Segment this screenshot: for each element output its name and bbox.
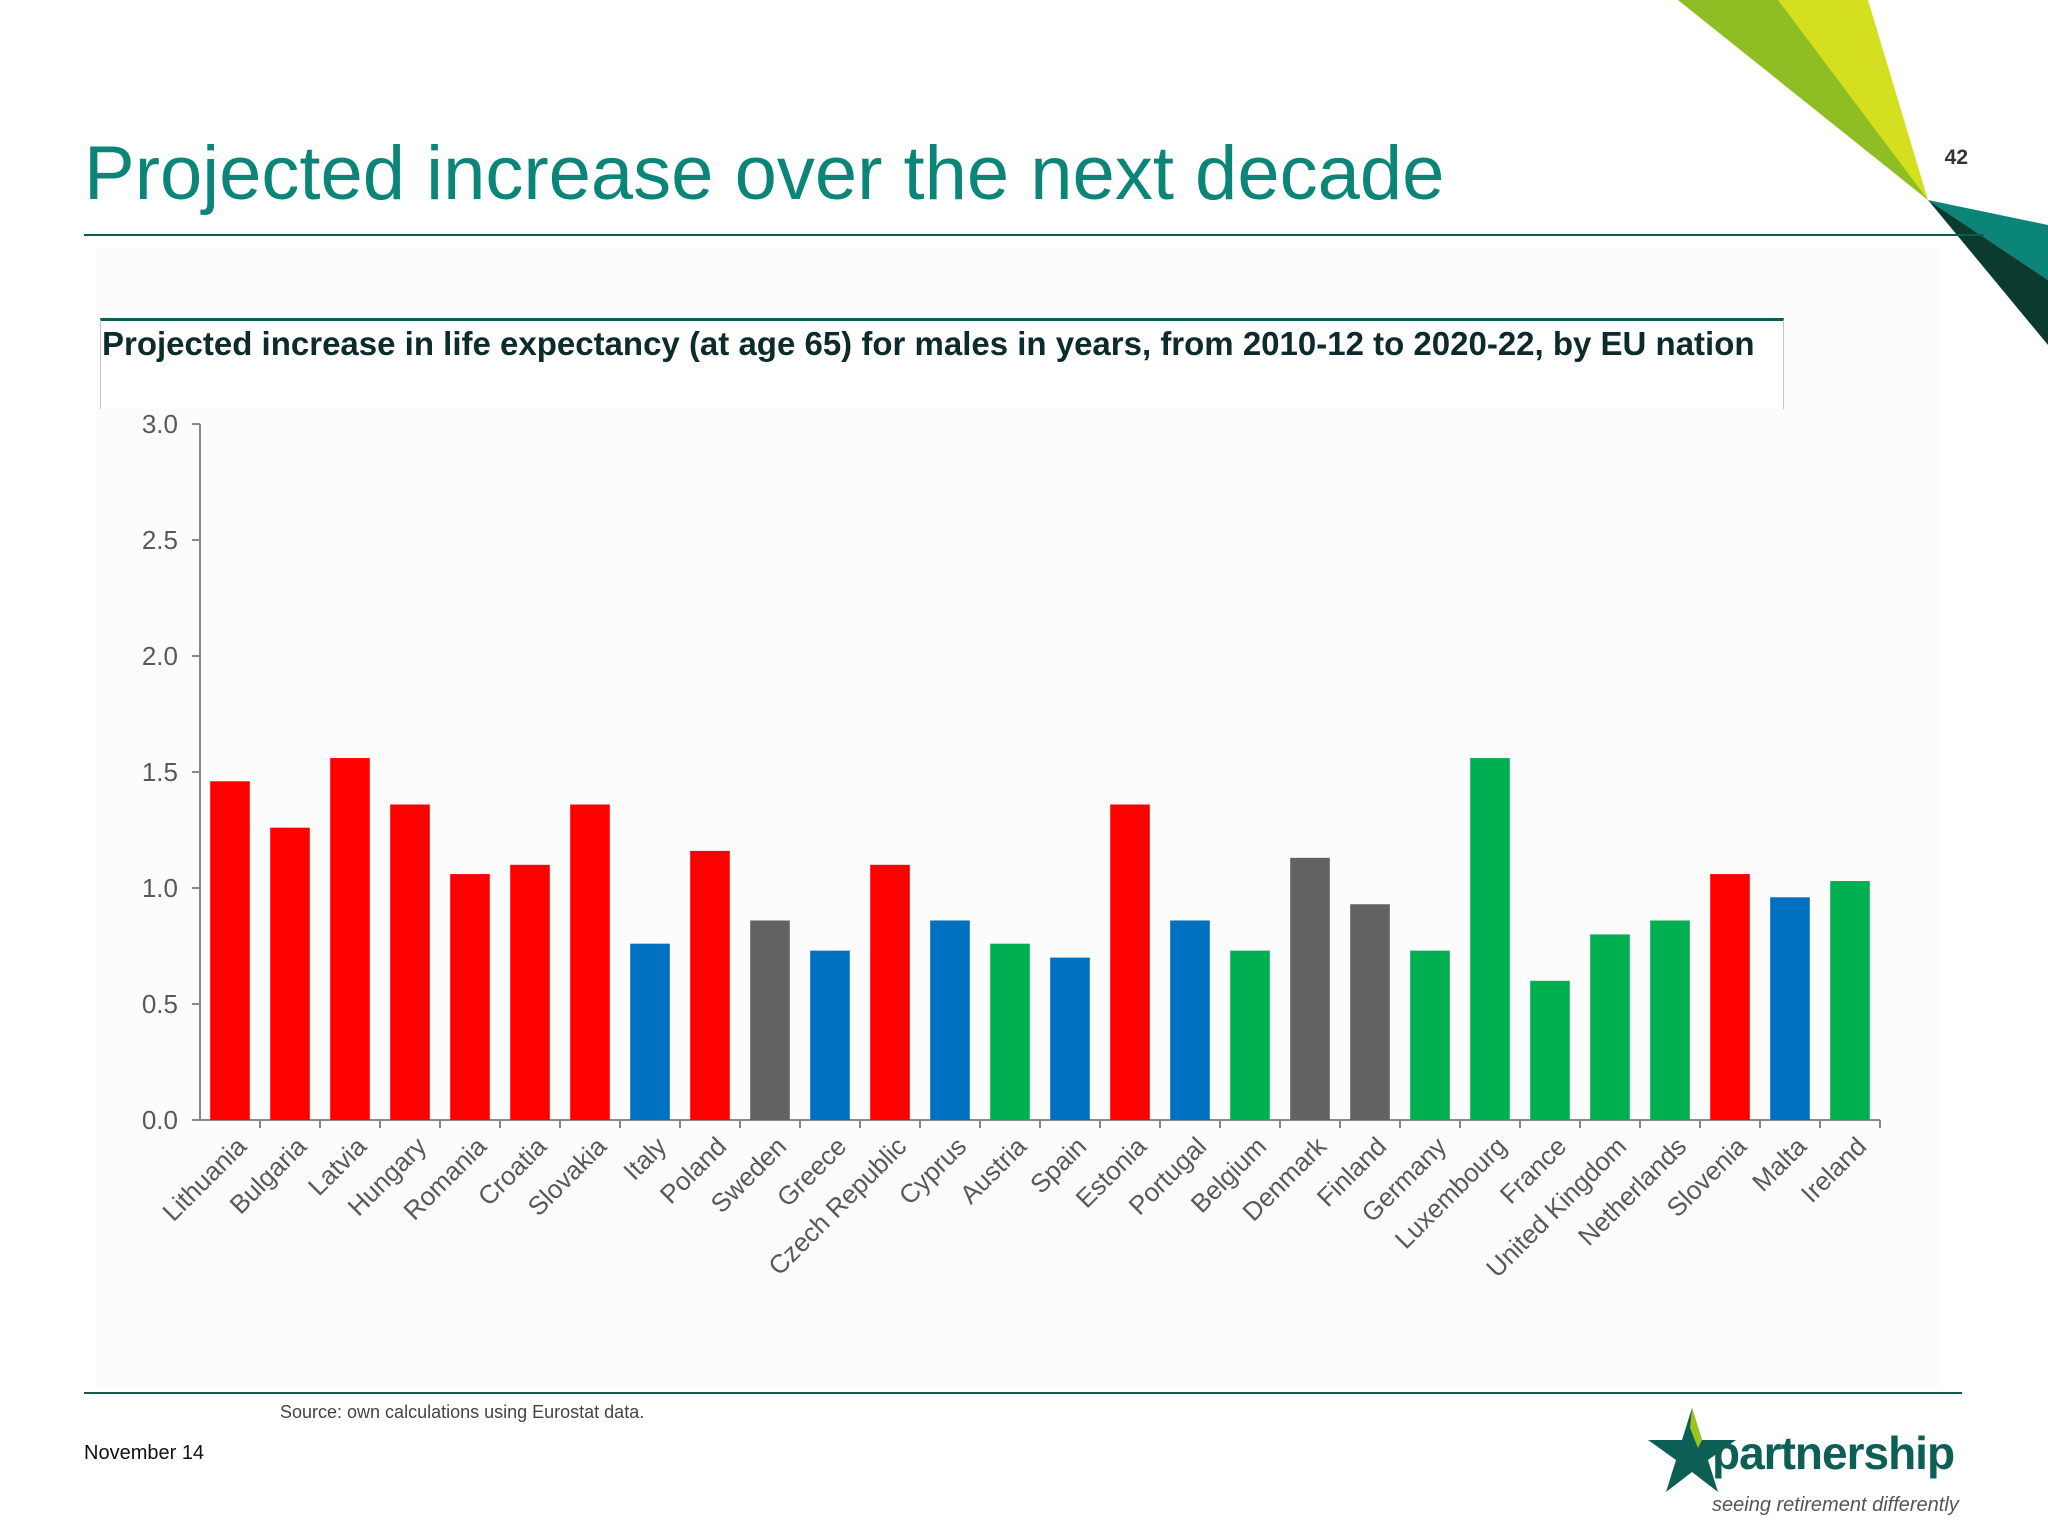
source-note: Source: own calculations using Eurostat … <box>280 1402 645 1422</box>
chart-heading-box <box>100 318 1784 409</box>
page-number: 42 <box>1944 146 1968 169</box>
slide-title: Projected increase over the next decade <box>84 131 1445 216</box>
bar <box>1050 957 1090 1120</box>
bar <box>750 920 790 1120</box>
footer-date: November 14 <box>84 1442 205 1464</box>
bar <box>390 804 430 1120</box>
y-tick-label: 2.5 <box>142 525 178 555</box>
y-tick-label: 2.0 <box>142 641 178 671</box>
bar <box>810 950 850 1120</box>
bar <box>630 943 670 1120</box>
bar <box>330 758 370 1120</box>
category-label: Ireland <box>1795 1131 1872 1208</box>
bar <box>930 920 970 1120</box>
title-divider <box>84 234 1984 236</box>
footer-divider <box>84 1392 1962 1394</box>
bar <box>1290 857 1330 1120</box>
bar <box>570 804 610 1120</box>
y-tick-label: 0.5 <box>142 989 178 1019</box>
chart-title: Projected increase in life expectancy (a… <box>102 325 1755 362</box>
star-icon <box>1648 1408 1736 1492</box>
y-tick-label: 1.0 <box>142 873 178 903</box>
bar <box>1170 920 1210 1120</box>
bar <box>210 781 250 1120</box>
bar <box>1470 758 1510 1120</box>
bar <box>1590 934 1630 1120</box>
bar <box>1770 897 1810 1120</box>
bar <box>870 864 910 1120</box>
y-tick-label: 3.0 <box>142 409 178 439</box>
bar <box>1710 874 1750 1120</box>
bar <box>1350 904 1390 1120</box>
corner-decoration <box>1678 0 2048 345</box>
category-label: Cyprus <box>893 1131 972 1210</box>
bar <box>270 827 310 1120</box>
bar <box>990 943 1030 1120</box>
partnership-logo <box>1648 1408 1736 1492</box>
logo-wordmark: partnership <box>1712 1427 1955 1479</box>
bar <box>1650 920 1690 1120</box>
bar <box>510 864 550 1120</box>
bar <box>1110 804 1150 1120</box>
category-label: Austria <box>954 1131 1033 1210</box>
bar <box>1230 950 1270 1120</box>
bar <box>450 874 490 1120</box>
y-tick-label: 0.0 <box>142 1105 178 1135</box>
bar <box>1530 980 1570 1120</box>
logo-tagline: seeing retirement differently <box>1712 1494 1959 1516</box>
y-tick-label: 1.5 <box>142 757 178 787</box>
bar <box>1410 950 1450 1120</box>
bar <box>1830 881 1870 1120</box>
bar-chart: 0.00.51.01.52.02.53.0LithuaniaBulgariaLa… <box>142 409 1881 1283</box>
bar <box>690 850 730 1120</box>
